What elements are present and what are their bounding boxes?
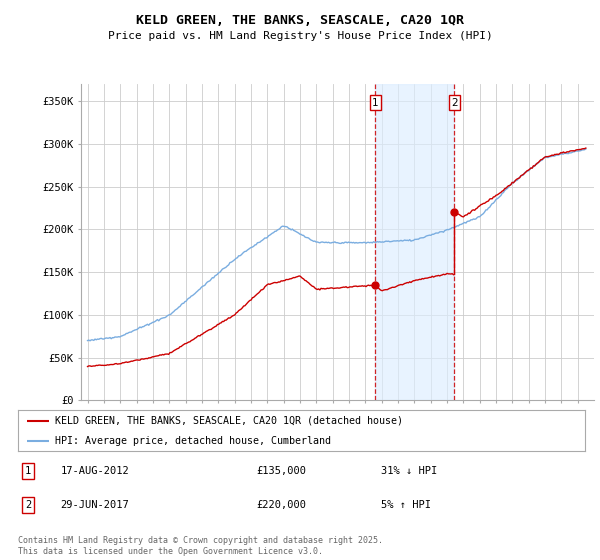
- Text: 2: 2: [25, 500, 31, 510]
- Text: HPI: Average price, detached house, Cumberland: HPI: Average price, detached house, Cumb…: [55, 436, 331, 446]
- Text: 31% ↓ HPI: 31% ↓ HPI: [381, 466, 437, 476]
- Text: £220,000: £220,000: [256, 500, 306, 510]
- Text: 1: 1: [372, 98, 379, 108]
- Text: Contains HM Land Registry data © Crown copyright and database right 2025.
This d: Contains HM Land Registry data © Crown c…: [18, 536, 383, 556]
- Text: 29-JUN-2017: 29-JUN-2017: [61, 500, 129, 510]
- Text: KELD GREEN, THE BANKS, SEASCALE, CA20 1QR: KELD GREEN, THE BANKS, SEASCALE, CA20 1Q…: [136, 14, 464, 27]
- Text: 2: 2: [451, 98, 458, 108]
- Text: KELD GREEN, THE BANKS, SEASCALE, CA20 1QR (detached house): KELD GREEN, THE BANKS, SEASCALE, CA20 1Q…: [55, 416, 403, 426]
- Text: 5% ↑ HPI: 5% ↑ HPI: [381, 500, 431, 510]
- Text: £135,000: £135,000: [256, 466, 306, 476]
- Text: 17-AUG-2012: 17-AUG-2012: [61, 466, 129, 476]
- Bar: [376, 84, 454, 400]
- Text: 1: 1: [25, 466, 31, 476]
- Text: Price paid vs. HM Land Registry's House Price Index (HPI): Price paid vs. HM Land Registry's House …: [107, 31, 493, 41]
